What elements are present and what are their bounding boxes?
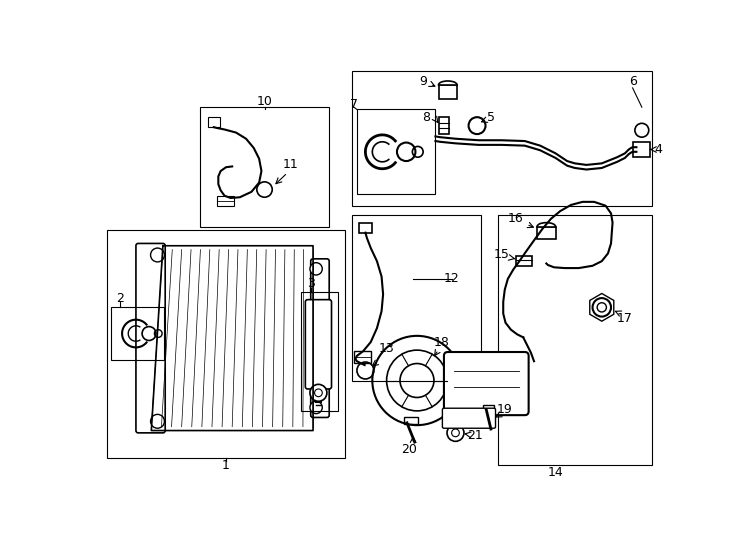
Bar [354, 351, 371, 363]
Ellipse shape [438, 81, 457, 89]
Bar [515, 256, 532, 266]
Bar [200, 107, 330, 226]
Text: 9: 9 [419, 75, 427, 88]
Circle shape [310, 262, 322, 275]
Text: 14: 14 [548, 467, 564, 480]
Bar [107, 231, 344, 457]
Text: 12: 12 [444, 272, 459, 285]
FancyBboxPatch shape [136, 244, 165, 433]
Text: 8: 8 [422, 111, 430, 124]
Text: 2: 2 [116, 292, 124, 305]
Text: 7: 7 [350, 98, 358, 111]
Circle shape [310, 401, 322, 414]
Bar [438, 85, 457, 99]
FancyBboxPatch shape [443, 408, 495, 428]
Text: 18: 18 [434, 335, 449, 348]
Ellipse shape [537, 222, 556, 231]
Text: 16: 16 [508, 212, 523, 225]
Text: 10: 10 [257, 95, 272, 108]
Text: 11: 11 [283, 158, 299, 171]
Text: 3: 3 [307, 277, 315, 290]
Circle shape [150, 414, 164, 428]
Bar [357, 110, 435, 194]
Bar [208, 117, 220, 127]
Bar [352, 215, 481, 381]
Bar [217, 195, 233, 206]
Text: 5: 5 [487, 111, 495, 124]
Text: 19: 19 [497, 403, 512, 416]
Text: 17: 17 [617, 313, 633, 326]
FancyBboxPatch shape [305, 300, 332, 389]
Bar [404, 417, 418, 423]
FancyBboxPatch shape [310, 259, 330, 417]
Text: 6: 6 [628, 75, 636, 88]
Bar [633, 142, 650, 157]
Text: 1: 1 [222, 460, 230, 472]
Text: 21: 21 [467, 429, 483, 442]
Text: 15: 15 [494, 248, 509, 261]
Bar [352, 71, 652, 206]
Text: 4: 4 [654, 143, 662, 156]
Bar [483, 405, 494, 411]
Bar [112, 307, 164, 360]
Bar [537, 226, 556, 239]
FancyBboxPatch shape [444, 352, 528, 415]
Circle shape [150, 248, 164, 262]
Text: 20: 20 [401, 443, 417, 456]
Text: 13: 13 [378, 342, 394, 355]
Bar [498, 215, 652, 465]
Bar [359, 222, 371, 233]
Bar [302, 292, 338, 411]
Circle shape [310, 384, 327, 401]
Bar [438, 117, 449, 134]
